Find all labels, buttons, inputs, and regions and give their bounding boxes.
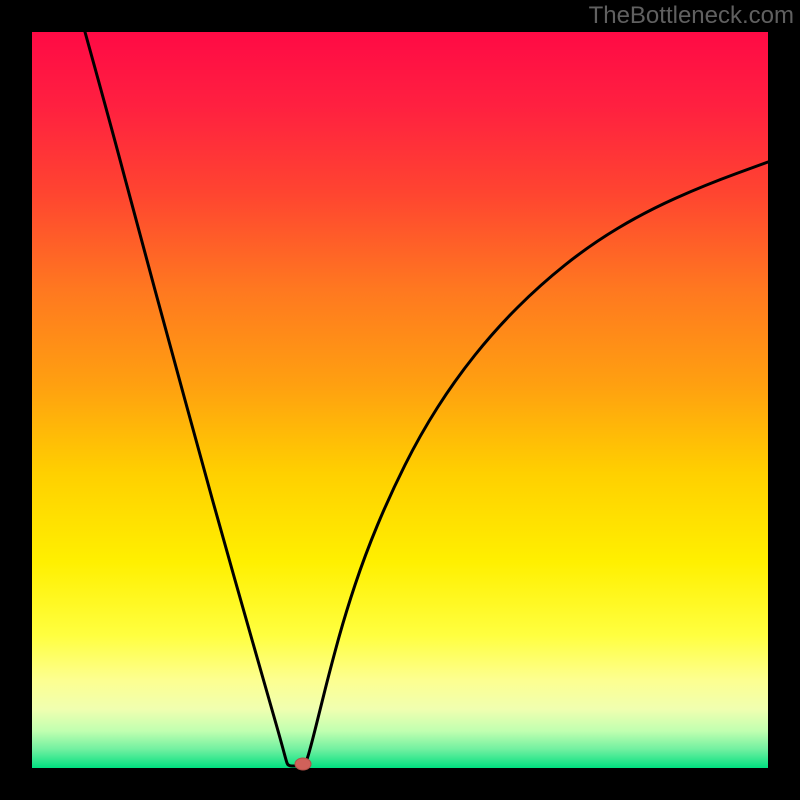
bottleneck-chart: TheBottleneck.com xyxy=(0,0,800,800)
chart-background xyxy=(32,32,768,768)
chart-svg xyxy=(0,0,800,800)
optimal-point-marker xyxy=(295,758,311,770)
